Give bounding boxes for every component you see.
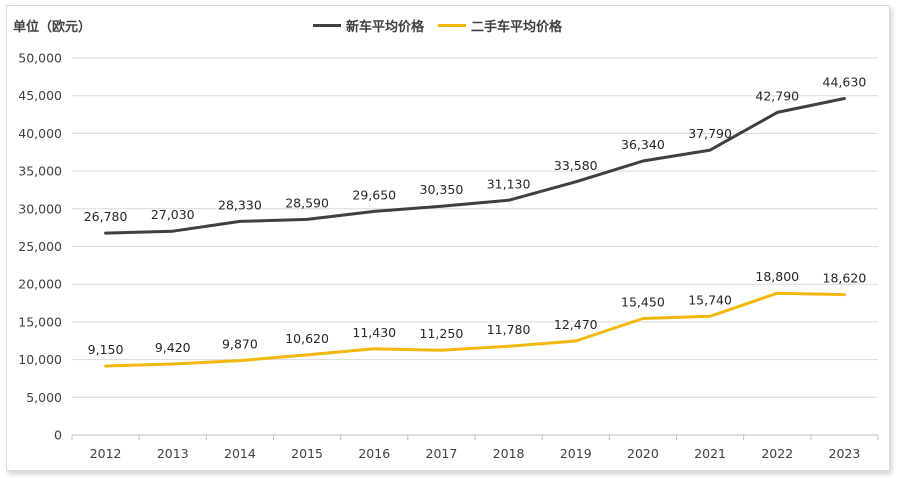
chart-frame xyxy=(6,5,890,471)
data-label-new-car: 27,030 xyxy=(151,207,195,222)
x-tick-label: 2020 xyxy=(627,446,659,461)
data-label-new-car: 29,650 xyxy=(352,187,396,202)
y-axis-unit-label: 单位（欧元） xyxy=(13,20,92,35)
data-label-used-car: 11,250 xyxy=(420,326,464,341)
data-label-used-car: 9,870 xyxy=(222,337,258,352)
data-label-used-car: 10,620 xyxy=(285,331,329,346)
y-tick-label: 15,000 xyxy=(18,314,62,329)
x-tick-label: 2017 xyxy=(426,446,458,461)
y-tick-label: 40,000 xyxy=(18,126,62,141)
axes: 0 5,000 10,000 15,000 20,000 25,000 30,000 35,0… xyxy=(18,51,879,461)
legend-item-used-car: 二手车平均价格 xyxy=(438,16,562,35)
x-tick-label: 2015 xyxy=(291,446,323,461)
x-tick-label: 2022 xyxy=(761,446,793,461)
data-label-used-car: 9,420 xyxy=(155,340,191,355)
y-tick-label: 5,000 xyxy=(26,390,62,405)
y-tick-label: 30,000 xyxy=(18,201,62,216)
data-label-used-car: 9,150 xyxy=(88,342,124,357)
x-tick-label: 2013 xyxy=(157,446,189,461)
legend-label-new-car: 新车平均价格 xyxy=(346,20,425,35)
data-label-new-car: 28,590 xyxy=(285,195,329,210)
data-label-used-car: 15,740 xyxy=(688,292,732,307)
chart-legend: 新车平均价格 二手车平均价格 xyxy=(313,16,576,35)
series-lines xyxy=(104,97,846,368)
x-tick-label: 2012 xyxy=(90,446,122,461)
legend-swatch-new-car xyxy=(313,24,341,27)
y-tick-label: 35,000 xyxy=(18,164,62,179)
data-labels: 26,780 27,030 28,330 28,590 29,650 30,350 31,1… xyxy=(84,74,867,357)
data-label-used-car: 11,430 xyxy=(352,325,396,340)
x-tick-label: 2021 xyxy=(694,446,726,461)
data-label-new-car: 37,790 xyxy=(688,126,732,141)
x-tick-label: 2023 xyxy=(829,446,861,461)
data-label-new-car: 33,580 xyxy=(554,158,598,173)
x-tick-label: 2019 xyxy=(560,446,592,461)
series-line-used-car xyxy=(104,291,846,368)
data-label-new-car: 31,130 xyxy=(487,176,531,191)
x-tick-label: 2016 xyxy=(358,446,390,461)
x-tick-label: 2014 xyxy=(224,446,256,461)
data-label-used-car: 11,780 xyxy=(487,322,531,337)
data-label-new-car: 42,790 xyxy=(755,88,799,103)
data-label-new-car: 30,350 xyxy=(420,182,464,197)
legend-swatch-used-car xyxy=(438,24,467,27)
y-tick-label: 45,000 xyxy=(18,88,62,103)
data-label-used-car: 15,450 xyxy=(621,295,665,310)
data-label-used-car: 18,800 xyxy=(755,269,799,284)
y-tick-label: 50,000 xyxy=(18,51,62,66)
series-line-new-car xyxy=(104,97,846,235)
x-tick-label: 2018 xyxy=(493,446,525,461)
y-tick-label: 0 xyxy=(54,428,62,443)
data-label-new-car: 28,330 xyxy=(218,197,262,212)
data-label-used-car: 18,620 xyxy=(823,271,867,286)
data-label-new-car: 26,780 xyxy=(84,209,128,224)
y-tick-label: 25,000 xyxy=(18,239,62,254)
legend-item-new-car: 新车平均价格 xyxy=(313,16,424,35)
data-label-new-car: 44,630 xyxy=(823,74,867,89)
gridlines xyxy=(72,57,878,398)
legend-label-used-car: 二手车平均价格 xyxy=(471,20,563,35)
y-tick-label: 10,000 xyxy=(18,352,62,367)
y-tick-label: 20,000 xyxy=(18,277,62,292)
data-label-used-car: 12,470 xyxy=(554,317,598,332)
data-label-new-car: 36,340 xyxy=(621,137,665,152)
